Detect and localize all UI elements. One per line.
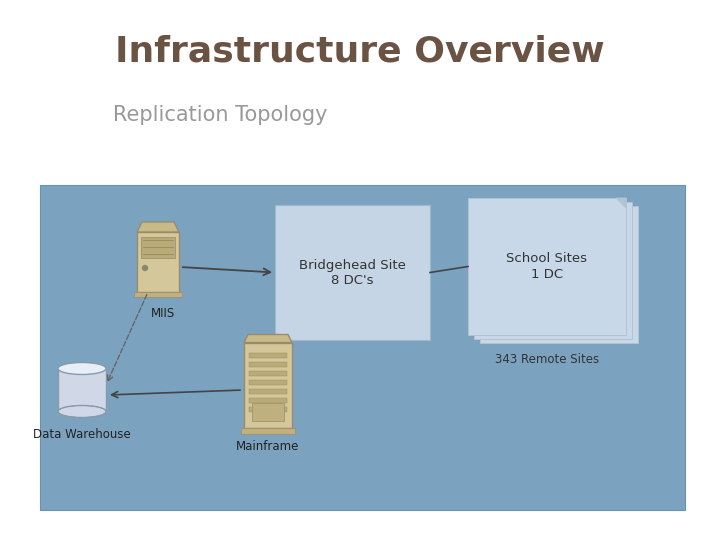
Ellipse shape [58, 362, 106, 375]
Text: School Sites
1 DC: School Sites 1 DC [506, 253, 588, 280]
Bar [252, 402, 284, 421]
Polygon shape [244, 334, 292, 342]
Bar [244, 342, 292, 428]
Bar [249, 388, 287, 394]
Text: Bridgehead Site
8 DC's: Bridgehead Site 8 DC's [299, 259, 406, 287]
Bar [249, 370, 287, 375]
Bar [141, 237, 175, 258]
Bar [58, 368, 106, 411]
Bar [40, 185, 685, 510]
Bar [275, 205, 430, 340]
Text: 343 Remote Sites: 343 Remote Sites [495, 353, 599, 366]
Polygon shape [616, 198, 626, 208]
Bar [249, 353, 287, 357]
Bar [241, 428, 295, 434]
Text: Infrastructure Overview: Infrastructure Overview [115, 35, 605, 69]
Bar [249, 407, 287, 411]
Text: MIIS: MIIS [151, 307, 175, 320]
Text: Data Warehouse: Data Warehouse [33, 428, 131, 441]
Bar [249, 361, 287, 367]
Ellipse shape [58, 406, 106, 417]
Circle shape [143, 266, 148, 271]
Bar [474, 202, 632, 339]
Bar [468, 198, 626, 335]
Polygon shape [137, 222, 179, 232]
Text: Mainframe: Mainframe [236, 440, 300, 453]
Bar [249, 380, 287, 384]
Bar [480, 206, 638, 343]
Bar [249, 397, 287, 402]
Text: Replication Topology: Replication Topology [113, 105, 328, 125]
Bar [134, 292, 182, 297]
Bar [137, 232, 179, 292]
